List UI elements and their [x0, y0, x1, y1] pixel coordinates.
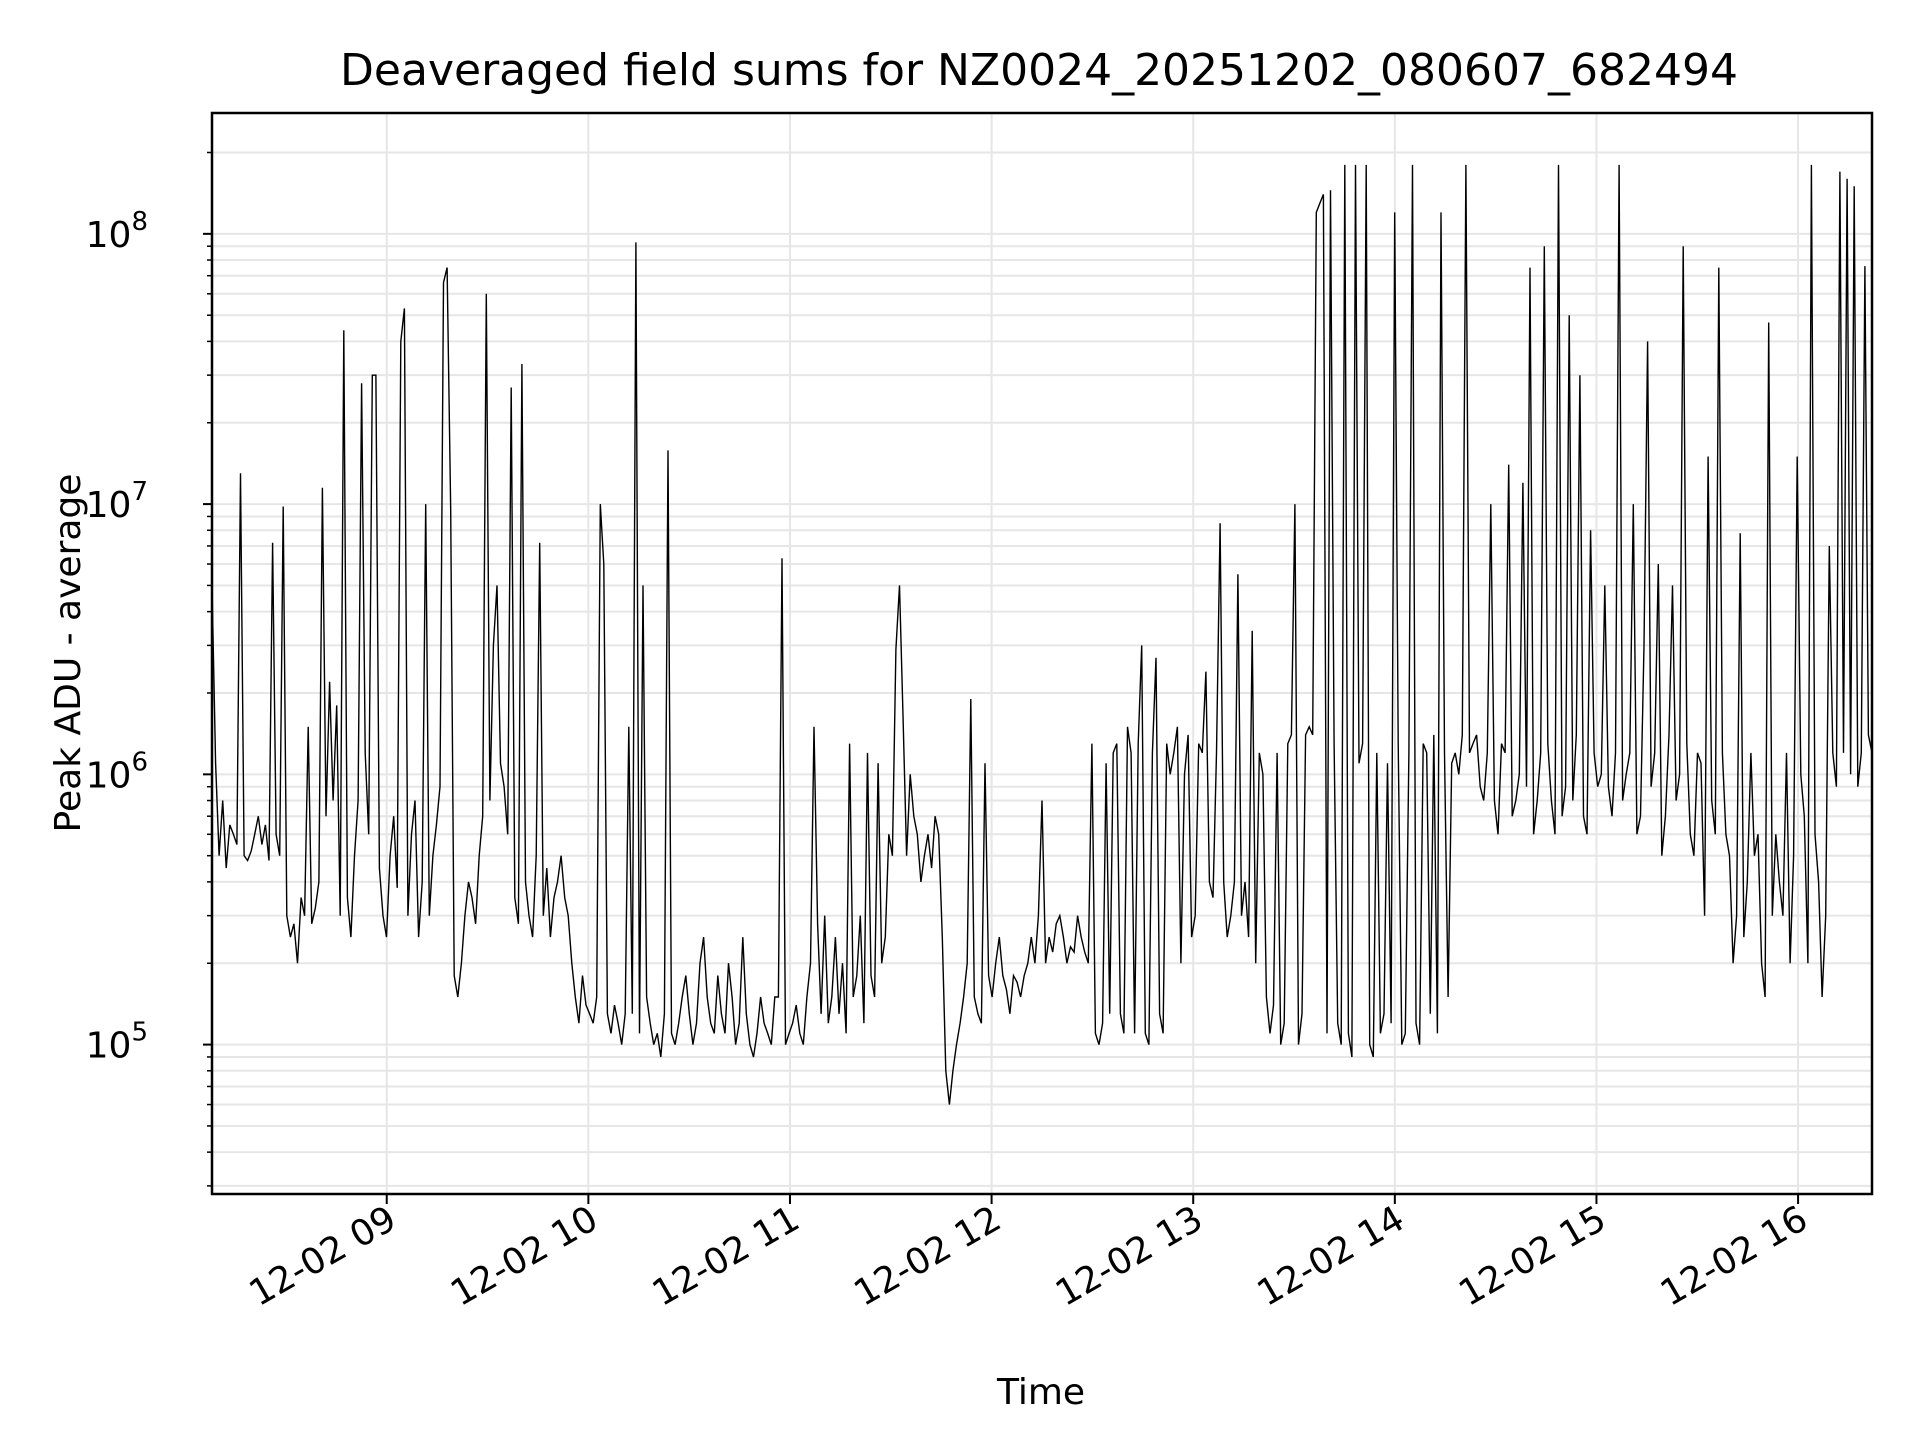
plot-frame [210, 111, 1874, 1196]
x-axis-label: Time [996, 1372, 1085, 1413]
y-axis-label: Peak ADU - average [48, 474, 89, 833]
y-tick-label: 107 [86, 477, 148, 526]
y-tick-label: 105 [86, 1018, 148, 1067]
y-tick-label: 106 [86, 747, 148, 796]
y-tick-label: 108 [86, 207, 148, 256]
plot-area [211, 164, 1873, 1105]
series-line [211, 164, 1873, 1105]
chart-title: Deaveraged field sums for NZ0024_2025120… [340, 45, 1738, 96]
y-axis-tick-labels: 105 106 107 108 [86, 207, 148, 1067]
axis-ticks [203, 151, 1800, 1204]
grid-lines [212, 113, 1872, 1194]
